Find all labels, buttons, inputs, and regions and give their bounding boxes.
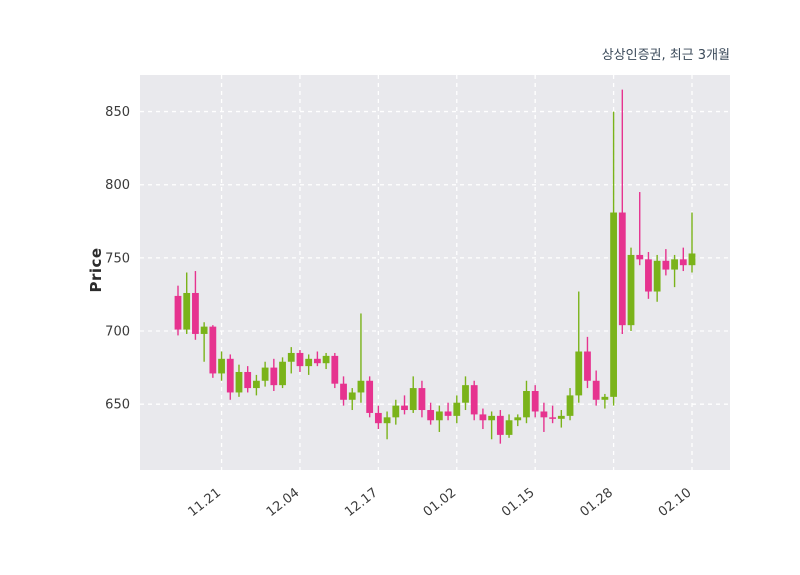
- candle-body: [427, 410, 435, 421]
- candle-body: [557, 415, 565, 419]
- chart-title: 상상인증권, 최근 3개월: [601, 48, 730, 63]
- y-tick-label: 800: [105, 178, 130, 193]
- x-tick-label: 12.17: [342, 485, 381, 520]
- candle-body: [261, 367, 269, 381]
- candle-body: [374, 412, 382, 424]
- y-tick-label: 650: [105, 398, 130, 413]
- candle-body: [601, 396, 609, 400]
- plot-background: [140, 75, 730, 470]
- candle-body: [322, 355, 330, 364]
- candle-body: [331, 355, 339, 384]
- x-tick-label: 11.21: [185, 485, 224, 520]
- candle-body: [592, 380, 600, 400]
- candle-body: [313, 358, 321, 364]
- candle-body: [192, 292, 199, 334]
- candles: [174, 89, 696, 444]
- plot-bg-rect: [140, 75, 730, 470]
- candle-body: [279, 361, 286, 386]
- candle-body: [183, 292, 191, 330]
- candle-body: [305, 358, 313, 367]
- candle-body: [218, 358, 225, 374]
- candle-body: [645, 259, 652, 292]
- candle-body: [549, 417, 557, 419]
- candle-body: [662, 260, 670, 270]
- candle-body: [671, 259, 678, 270]
- y-tick-labels: 650 700 750 800 850: [105, 105, 130, 413]
- candle-body: [540, 411, 548, 418]
- x-tick-label: 01.28: [577, 485, 616, 520]
- candle-body: [531, 391, 539, 412]
- candle-body: [287, 352, 295, 362]
- candle-body: [575, 351, 583, 396]
- y-tick-label: 850: [105, 105, 130, 120]
- candle-body: [653, 260, 661, 292]
- candle-body: [235, 371, 243, 393]
- candle-body: [523, 391, 530, 418]
- candle-body: [618, 212, 626, 326]
- x-tick-label: 01.15: [499, 485, 538, 520]
- x-tick-label: 01.02: [421, 485, 460, 520]
- candle-body: [636, 254, 644, 260]
- candle-body: [200, 326, 208, 334]
- candle-body: [688, 253, 696, 266]
- candle-body: [270, 367, 278, 386]
- candle-body: [679, 259, 687, 266]
- y-tick-label: 700: [105, 325, 130, 340]
- candle-body: [470, 385, 478, 415]
- candle-body: [392, 405, 400, 418]
- candle-body: [296, 352, 304, 367]
- candle-body: [348, 392, 356, 400]
- candle-body: [496, 415, 504, 435]
- candle-body: [453, 402, 461, 416]
- candle-body: [566, 395, 574, 416]
- candle-body: [383, 417, 391, 424]
- candle-body: [357, 380, 365, 393]
- candle-body: [610, 212, 617, 397]
- candle-body: [366, 380, 374, 413]
- candle-body: [340, 383, 347, 400]
- candle-body: [174, 295, 182, 330]
- candle-body: [488, 415, 496, 421]
- candle-body: [418, 388, 426, 411]
- x-tick-label: 12.04: [264, 485, 303, 520]
- candle-body: [479, 414, 487, 421]
- y-tick-label: 750: [105, 251, 130, 266]
- candle-body: [462, 385, 469, 403]
- candle-body: [627, 254, 635, 326]
- x-tick-label: 02.10: [656, 485, 695, 520]
- candle-body: [209, 326, 217, 374]
- candle-body: [401, 405, 408, 411]
- x-tick-labels: 11.21 12.04 12.17 01.02 01.15 01.28 02.10: [185, 485, 694, 520]
- candle-body: [253, 380, 260, 389]
- candle-body: [435, 411, 443, 421]
- candle-body: [226, 358, 234, 393]
- candle-body: [444, 411, 452, 416]
- y-axis-label: Price: [87, 247, 105, 293]
- candle-body: [584, 351, 591, 381]
- candle-body: [409, 388, 417, 411]
- candle-body: [244, 371, 252, 389]
- candle-body: [505, 420, 513, 435]
- candle-body: [514, 417, 522, 421]
